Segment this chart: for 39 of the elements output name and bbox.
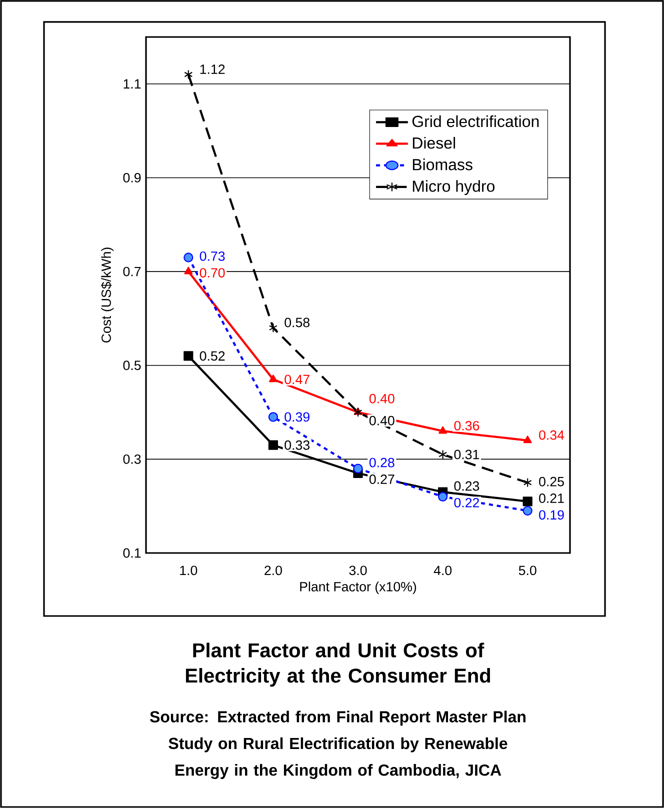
- x-tick-label: 4.0: [434, 566, 452, 576]
- data-label: 0.23: [454, 481, 480, 491]
- data-label: 0.25: [539, 476, 564, 486]
- data-label: 0.39: [284, 412, 310, 422]
- data-label: 0.28: [369, 458, 394, 468]
- data-label: 0.70: [200, 268, 225, 278]
- data-label: 0.52: [200, 351, 225, 361]
- data-label: 0.58: [284, 318, 310, 328]
- y-tick-label: 0.5: [123, 360, 141, 370]
- y-tick-label: 0.1: [123, 548, 141, 558]
- x-axis-title: Plant Factor (x10%): [300, 582, 416, 594]
- data-label: 0.34: [539, 430, 564, 440]
- data-label: 0.73: [200, 251, 225, 261]
- y-tick-label: 0.7: [123, 266, 141, 276]
- data-label: 0.27: [369, 474, 394, 484]
- data-label: 0.31: [454, 450, 480, 460]
- y-axis-title: Cost (US$/kWh): [100, 248, 114, 342]
- y-tick-label: 0.3: [123, 454, 141, 464]
- text: Plant Factor and Unit Costs of Electricity at the Consumer End: [186, 642, 490, 687]
- source-note: Source: Extracted from Final Report Master Plan Study on Rural Electrification by Renewable Energy in the Kingdom of Cambodia, JICA: [150, 710, 526, 780]
- legend-label: Diesel: [412, 136, 456, 149]
- legend-label: Biomass: [412, 158, 472, 170]
- data-label: 0.33: [284, 440, 310, 450]
- data-label: 0.40: [369, 416, 394, 426]
- x-tick-label: 2.0: [264, 566, 282, 576]
- y-tick-label: 0.9: [123, 173, 141, 182]
- y-tick-label: 1.1: [124, 79, 141, 88]
- data-label: 0.22: [454, 498, 480, 508]
- x-tick-label: 1.0: [180, 566, 198, 576]
- data-label: 0.36: [454, 420, 480, 430]
- x-tick-label: 5.0: [518, 566, 536, 576]
- data-label: 0.19: [539, 510, 564, 520]
- data-label: 0.21: [539, 494, 564, 503]
- legend-label: Micro hydro: [412, 180, 495, 196]
- data-label: 0.40: [369, 394, 394, 404]
- data-label: 0.47: [284, 374, 310, 384]
- x-tick-label: 3.0: [349, 566, 367, 576]
- legend-label: Grid electrification: [412, 115, 539, 128]
- data-label: 1.12: [200, 64, 225, 74]
